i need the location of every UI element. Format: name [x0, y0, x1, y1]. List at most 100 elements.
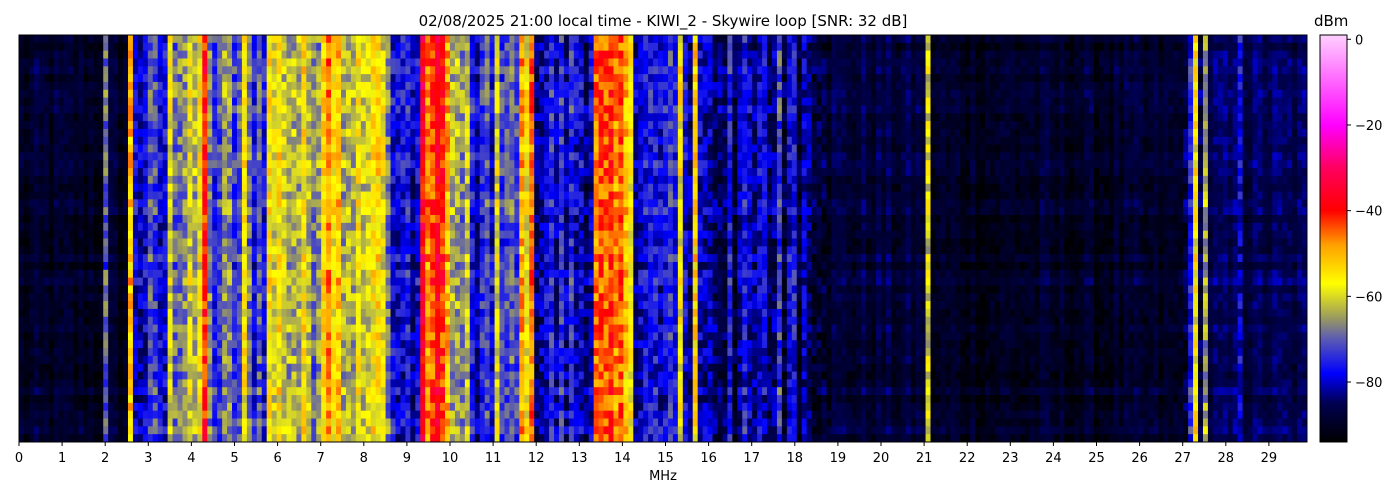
- heatmap-cell: [1059, 74, 1065, 83]
- heatmap-cell: [999, 121, 1006, 130]
- heatmap-cell: [861, 97, 867, 106]
- heatmap-cell: [811, 81, 818, 91]
- heatmap-cell: [885, 35, 892, 44]
- heatmap-cell: [876, 152, 882, 161]
- heatmap-cell: [1044, 66, 1050, 75]
- heatmap-cell: [494, 50, 501, 59]
- heatmap-cell: [1118, 144, 1125, 153]
- heatmap-cell: [499, 136, 505, 146]
- heatmap-cell: [776, 105, 783, 114]
- heatmap-cell: [985, 97, 991, 106]
- heatmap-cell: [633, 152, 639, 161]
- heatmap-cell: [1257, 136, 1263, 146]
- heatmap-cell: [1148, 42, 1154, 52]
- heatmap-cell: [281, 136, 287, 146]
- heatmap-cell: [341, 128, 347, 138]
- heatmap-cell: [271, 128, 278, 138]
- heatmap-cell: [707, 35, 714, 44]
- heatmap-cell: [336, 35, 342, 44]
- heatmap-cell: [98, 175, 104, 185]
- heatmap-cell: [771, 105, 778, 114]
- heatmap-cell: [1029, 35, 1036, 44]
- heatmap-cell: [1054, 128, 1060, 138]
- heatmap-cell: [707, 50, 714, 59]
- heatmap-cell: [202, 42, 208, 52]
- heatmap-cell: [677, 42, 684, 52]
- heatmap-cell: [207, 144, 213, 153]
- heatmap-cell: [757, 144, 763, 153]
- heatmap-cell: [1039, 152, 1045, 161]
- heatmap-cell: [281, 113, 287, 122]
- heatmap-cell: [737, 42, 743, 52]
- heatmap-cell: [628, 113, 634, 122]
- heatmap-cell: [1267, 175, 1273, 185]
- heatmap-cell: [192, 97, 198, 106]
- heatmap-cell: [454, 168, 461, 177]
- heatmap-cell: [895, 81, 902, 91]
- heatmap-cell: [454, 113, 461, 122]
- heatmap-cell: [276, 121, 283, 130]
- heatmap-cell: [930, 74, 936, 83]
- heatmap-cell: [360, 66, 367, 75]
- heatmap-cell: [1133, 66, 1140, 75]
- heatmap-cell: [1118, 105, 1125, 114]
- heatmap-cell: [871, 89, 877, 99]
- heatmap-cell: [742, 160, 748, 169]
- heatmap-cell: [945, 50, 951, 59]
- heatmap-cell: [796, 168, 803, 177]
- heatmap-cell: [776, 160, 783, 169]
- heatmap-cell: [826, 97, 832, 106]
- heatmap-cell: [885, 113, 892, 122]
- heatmap-cell: [925, 128, 931, 138]
- heatmap-cell: [286, 105, 292, 114]
- heatmap-cell: [727, 97, 733, 106]
- heatmap-cell: [1232, 105, 1239, 114]
- heatmap-cell: [876, 97, 882, 106]
- heatmap-cell: [182, 105, 188, 114]
- heatmap-cell: [702, 35, 709, 44]
- heatmap-cell: [1113, 97, 1120, 106]
- heatmap-cell: [395, 160, 401, 169]
- heatmap-cell: [1039, 175, 1045, 185]
- heatmap-cell: [638, 50, 644, 59]
- heatmap-cell: [405, 152, 411, 161]
- heatmap-cell: [108, 74, 114, 83]
- heatmap-cell: [1183, 121, 1189, 130]
- heatmap-cell: [568, 128, 575, 138]
- heatmap-cell: [227, 136, 233, 146]
- heatmap-cell: [910, 168, 917, 177]
- heatmap-cell: [1202, 81, 1209, 91]
- heatmap-cell: [1034, 50, 1040, 59]
- heatmap-cell: [806, 144, 813, 153]
- heatmap-cell: [132, 144, 139, 153]
- heatmap-cell: [246, 74, 253, 83]
- heatmap-cell: [1084, 97, 1090, 106]
- heatmap-cell: [19, 74, 25, 83]
- heatmap-cell: [474, 97, 481, 106]
- heatmap-cell: [38, 35, 45, 44]
- heatmap-cell: [420, 144, 426, 153]
- heatmap-cell: [415, 128, 421, 138]
- heatmap-cell: [1103, 105, 1110, 114]
- heatmap-cell: [281, 183, 287, 193]
- heatmap-cell: [232, 97, 238, 106]
- heatmap-cell: [321, 152, 327, 161]
- heatmap-cell: [563, 89, 570, 99]
- heatmap-cell: [1252, 144, 1258, 153]
- heatmap-cell: [885, 42, 892, 52]
- colorbar-label: dBm: [1314, 12, 1349, 30]
- heatmap-cell: [256, 35, 263, 44]
- heatmap-cell: [479, 89, 486, 99]
- heatmap-cell: [935, 66, 941, 75]
- heatmap-cell: [331, 113, 337, 122]
- heatmap-cell: [677, 121, 684, 130]
- heatmap-cell: [628, 97, 634, 106]
- heatmap-cell: [1237, 175, 1244, 185]
- heatmap-cell: [757, 42, 763, 52]
- heatmap-cell: [608, 35, 614, 44]
- heatmap-cell: [251, 66, 258, 75]
- heatmap-cell: [33, 97, 40, 106]
- heatmap-cell: [1217, 58, 1224, 67]
- heatmap-cell: [261, 35, 268, 44]
- heatmap-cell: [93, 168, 99, 177]
